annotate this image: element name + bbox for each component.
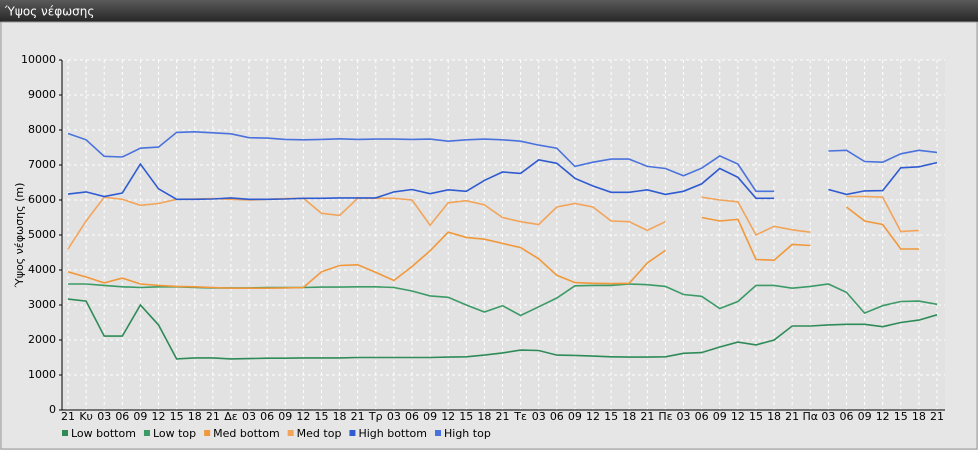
x-tick-label: Πε <box>658 410 672 423</box>
x-tick-label: 09 <box>858 410 872 423</box>
x-tick-label: 15 <box>749 410 763 423</box>
window-title: Ύψος νέφωσης <box>4 5 94 19</box>
y-tick-label: 2000 <box>28 333 56 346</box>
x-tick-label: 21 <box>640 410 654 423</box>
x-tick-label: Τε <box>513 410 527 423</box>
x-tick-label: 12 <box>152 410 166 423</box>
y-tick-label: 3000 <box>28 298 56 311</box>
x-tick-label: 12 <box>296 410 310 423</box>
legend-swatch <box>349 430 356 436</box>
x-tick-label: Πα <box>803 410 819 423</box>
y-tick-label: 8000 <box>28 123 56 136</box>
x-tick-label: 09 <box>278 410 292 423</box>
series-line <box>67 298 938 360</box>
title-bar <box>0 0 978 22</box>
x-tick-label: 06 <box>695 410 709 423</box>
y-tick-label: 5000 <box>28 228 56 241</box>
legend-swatch <box>143 430 150 436</box>
x-tick-label: 15 <box>459 410 473 423</box>
x-tick-label: 03 <box>242 410 256 423</box>
legend-swatch <box>287 430 294 436</box>
y-tick-label: 9000 <box>28 88 56 101</box>
y-tick-label: 7000 <box>28 158 56 171</box>
x-tick-label: 21 <box>785 410 799 423</box>
series-line <box>67 158 938 201</box>
y-tick-label: 1000 <box>28 368 56 381</box>
x-tick-label: 18 <box>622 410 636 423</box>
x-tick-label: 18 <box>333 410 347 423</box>
y-axis-label: Ύψος νέφωσης (m) <box>13 183 26 289</box>
x-tick-label: 21 <box>351 410 365 423</box>
x-tick-label: 15 <box>894 410 908 423</box>
x-tick-label: 06 <box>115 410 129 423</box>
x-tick-label: 06 <box>260 410 274 423</box>
x-tick-label: 09 <box>423 410 437 423</box>
x-tick-label: 12 <box>441 410 455 423</box>
series-line <box>67 206 919 289</box>
x-tick-label: 21 <box>496 410 510 423</box>
plot-area <box>62 60 945 410</box>
legend-label: High top <box>444 427 491 440</box>
x-tick-label: 06 <box>550 410 564 423</box>
legend-swatch <box>62 430 68 436</box>
legend-label: Low bottom <box>71 427 136 440</box>
x-tick-label: Τρ <box>368 410 383 423</box>
x-tick-label: 06 <box>839 410 853 423</box>
x-tick-label: 12 <box>731 410 745 423</box>
x-tick-label: 03 <box>532 410 546 423</box>
legend-label: Med bottom <box>213 427 280 440</box>
x-tick-label: 12 <box>876 410 890 423</box>
x-tick-label: 21 <box>930 410 944 423</box>
x-tick-label: 12 <box>586 410 600 423</box>
legend-label: Low top <box>153 427 196 440</box>
legend-swatch <box>204 430 211 436</box>
x-tick-label: 09 <box>133 410 147 423</box>
x-tick-label: Κυ <box>79 410 93 423</box>
x-tick-label: 18 <box>188 410 202 423</box>
x-tick-label: 18 <box>912 410 926 423</box>
y-tick-label: 4000 <box>28 263 56 276</box>
x-tick-label: 03 <box>97 410 111 423</box>
x-tick-label: 18 <box>767 410 781 423</box>
x-tick-label: 21 <box>206 410 220 423</box>
x-tick-label: 03 <box>387 410 401 423</box>
legend-label: High bottom <box>358 427 427 440</box>
x-tick-label: 09 <box>713 410 727 423</box>
legend-swatch <box>435 430 441 436</box>
x-tick-label: 15 <box>604 410 618 423</box>
x-tick-label: 03 <box>677 410 691 423</box>
y-tick-label: 6000 <box>28 193 56 206</box>
x-tick-label: 09 <box>568 410 582 423</box>
x-tick-label: 15 <box>314 410 328 423</box>
x-tick-label: 21 <box>61 410 75 423</box>
x-tick-label: 06 <box>405 410 419 423</box>
series-line <box>67 130 938 193</box>
x-tick-label: 15 <box>170 410 184 423</box>
x-tick-label: 18 <box>477 410 491 423</box>
y-tick-label: 10000 <box>21 53 56 66</box>
legend-label: Med top <box>297 427 342 440</box>
x-tick-label: 03 <box>821 410 835 423</box>
x-tick-label: Δε <box>224 410 238 423</box>
y-tick-label: 0 <box>49 403 56 416</box>
